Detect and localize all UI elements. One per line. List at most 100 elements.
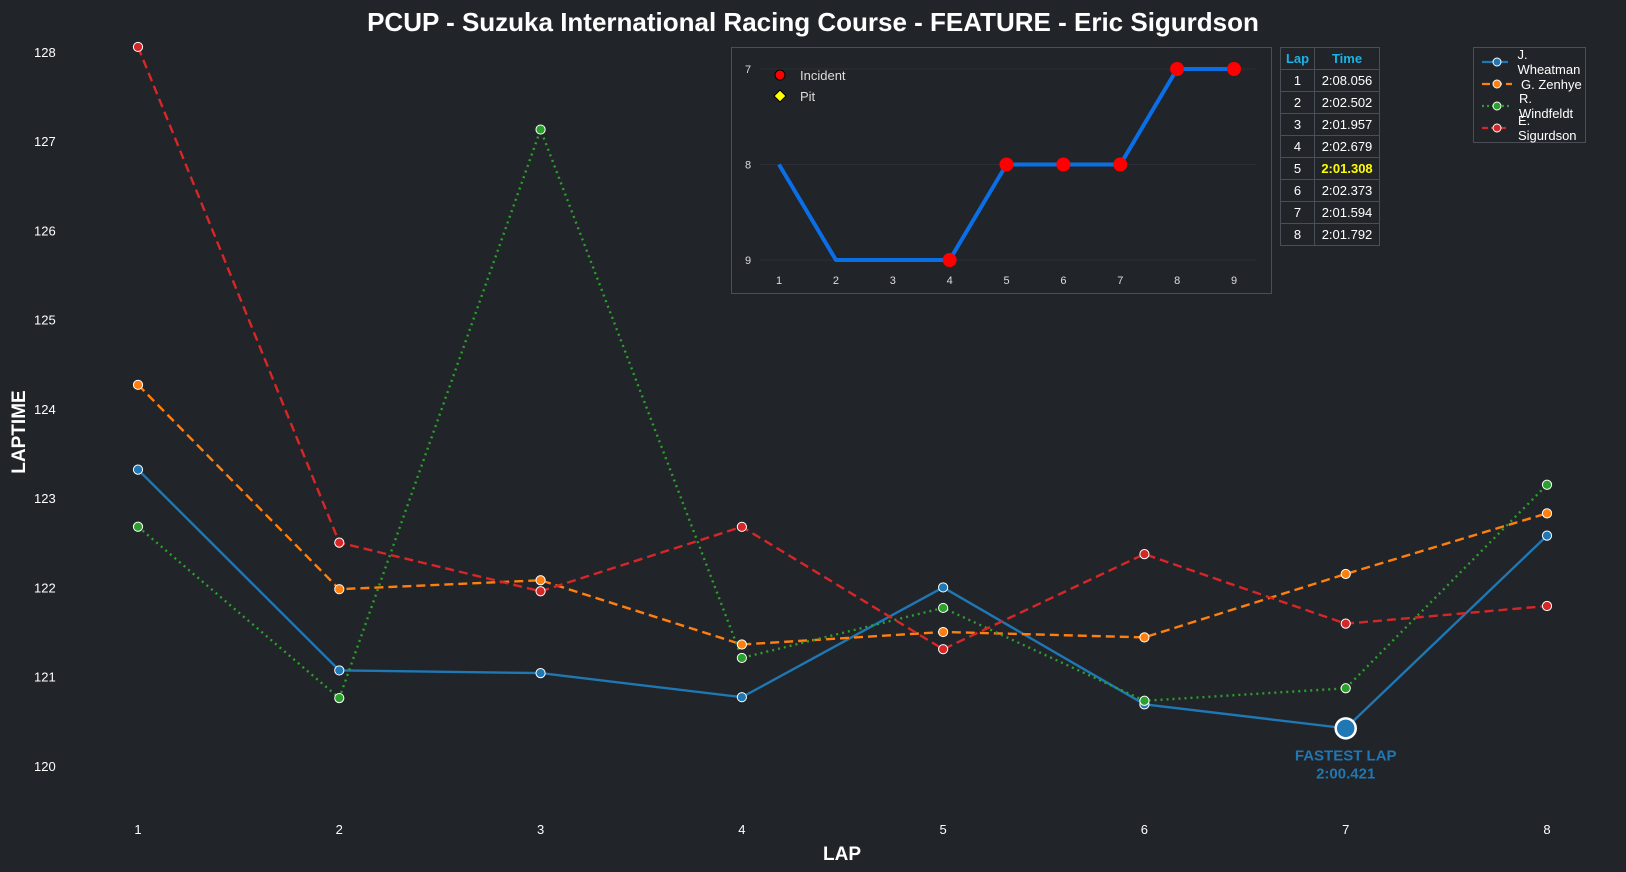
inset-x-tick-label: 2 bbox=[833, 275, 839, 287]
x-tick-label: 1 bbox=[134, 822, 141, 837]
data-point bbox=[132, 521, 144, 532]
lap-cell: 6 bbox=[1280, 179, 1315, 202]
series-line-3 bbox=[136, 46, 1548, 651]
time-cell: 2:01.957 bbox=[1314, 113, 1380, 136]
data-point bbox=[535, 124, 546, 135]
data-point bbox=[938, 582, 949, 593]
inset-x-tick-label: 1 bbox=[776, 275, 782, 287]
table-row: 1 2:08.056 bbox=[1280, 69, 1380, 92]
lap-cell: 2 bbox=[1280, 91, 1315, 114]
y-tick-label: 123 bbox=[34, 491, 56, 506]
y-tick-label: 120 bbox=[34, 759, 56, 774]
data-point bbox=[736, 521, 747, 532]
inset-x-tick-label: 9 bbox=[1231, 275, 1237, 287]
legend-item-zenhye: G. Zenhye bbox=[1482, 75, 1582, 93]
inset-y-tick-label: 7 bbox=[745, 64, 751, 76]
time-cell: 2:02.373 bbox=[1314, 179, 1380, 202]
x-tick-label: 5 bbox=[940, 822, 947, 837]
x-tick-label: 3 bbox=[537, 822, 544, 837]
legend-item-windfeldt: R. Windfeldt bbox=[1482, 91, 1585, 121]
legend-label: E. Sigurdson bbox=[1518, 113, 1577, 143]
series-line-2 bbox=[137, 126, 1548, 703]
pit-legend-label: Pit bbox=[800, 89, 816, 104]
main-legend: J. Wheatman G. Zenhye R. Windfeldt E. Si… bbox=[1473, 47, 1586, 143]
legend-line-icon bbox=[1482, 123, 1509, 133]
fastest-lap-label: FASTEST LAP bbox=[1295, 747, 1397, 764]
incident-marker bbox=[1113, 157, 1128, 172]
fastest-lap-time: 2:00.421 bbox=[1316, 765, 1375, 782]
data-point bbox=[535, 586, 546, 597]
series-line-1 bbox=[137, 383, 1548, 646]
incident-marker bbox=[999, 157, 1014, 172]
y-axis-label: LAPTIME bbox=[9, 390, 30, 473]
incident-marker bbox=[942, 253, 957, 267]
data-point bbox=[1139, 632, 1150, 643]
table-row: 4 2:02.679 bbox=[1280, 135, 1380, 158]
legend-label: R. Windfeldt bbox=[1518, 91, 1574, 121]
time-cell: 2:02.502 bbox=[1314, 91, 1380, 114]
data-point bbox=[1541, 508, 1553, 519]
table-row: 7 2:01.594 bbox=[1280, 201, 1380, 224]
data-point bbox=[1139, 549, 1150, 560]
data-point bbox=[1541, 479, 1553, 490]
data-point bbox=[938, 626, 949, 638]
legend-line-icon bbox=[1482, 101, 1510, 111]
data-point bbox=[334, 537, 345, 548]
inset-x-tick-label: 4 bbox=[947, 275, 953, 287]
data-point bbox=[132, 41, 144, 53]
legend-label: G. Zenhye bbox=[1521, 76, 1582, 92]
y-tick-label: 122 bbox=[34, 580, 56, 595]
data-point bbox=[334, 584, 345, 595]
x-tick-label: 2 bbox=[336, 822, 343, 837]
lap-cell: 7 bbox=[1280, 201, 1315, 224]
table-header-row: Lap Time bbox=[1280, 47, 1380, 70]
y-tick-label: 126 bbox=[34, 223, 56, 238]
table-row: 3 2:01.957 bbox=[1280, 113, 1380, 136]
inset-x-tick-label: 6 bbox=[1060, 275, 1066, 287]
data-point bbox=[938, 602, 949, 614]
x-tick-label: 7 bbox=[1342, 822, 1349, 837]
data-point bbox=[1340, 618, 1351, 629]
time-cell: 2:02.679 bbox=[1314, 135, 1380, 158]
data-point bbox=[1541, 530, 1553, 541]
inset-y-tick-label: 9 bbox=[745, 255, 751, 267]
inset-x-tick-label: 8 bbox=[1174, 275, 1180, 287]
data-point bbox=[132, 464, 144, 475]
inset-x-tick-label: 3 bbox=[890, 275, 896, 287]
table-row: 8 2:01.792 bbox=[1280, 223, 1380, 246]
time-cell: 2:01.792 bbox=[1314, 223, 1380, 246]
incident-legend-label: Incident bbox=[800, 68, 846, 83]
inset-y-tick-label: 8 bbox=[745, 160, 751, 172]
data-point bbox=[938, 644, 949, 655]
table-row: 6 2:02.373 bbox=[1280, 179, 1380, 202]
incident-marker bbox=[1227, 62, 1241, 76]
position-inset-chart: 7 8 9 1 2 3 4 5 6 7 8 9 Incident Pit bbox=[731, 47, 1272, 294]
x-tick-label: 4 bbox=[738, 822, 745, 837]
incident-marker bbox=[1170, 62, 1185, 76]
fastest-lap-marker bbox=[1334, 717, 1357, 740]
lap-cell: 5 bbox=[1280, 157, 1315, 180]
chart-title: PCUP - Suzuka International Racing Cours… bbox=[367, 7, 1259, 37]
data-point bbox=[1340, 683, 1351, 694]
y-tick-label: 128 bbox=[34, 45, 56, 60]
table-row: 5 2:01.308 bbox=[1280, 157, 1380, 180]
pit-legend-icon bbox=[773, 89, 787, 103]
data-point bbox=[334, 692, 345, 704]
incident-legend-icon bbox=[774, 69, 786, 81]
time-cell: 2:08.056 bbox=[1314, 69, 1380, 92]
lap-cell: 4 bbox=[1280, 135, 1315, 158]
legend-line-icon bbox=[1482, 79, 1512, 89]
lap-cell: 8 bbox=[1280, 223, 1315, 246]
legend-item-sigurdson: E. Sigurdson bbox=[1482, 113, 1585, 143]
inset-x-tick-label: 7 bbox=[1117, 275, 1123, 287]
series-line-0 bbox=[137, 468, 1548, 730]
inset-x-tick-label: 5 bbox=[1003, 275, 1009, 287]
y-tick-label: 125 bbox=[34, 313, 56, 328]
data-point bbox=[1139, 695, 1150, 706]
data-point bbox=[736, 692, 747, 703]
time-column-header: Time bbox=[1314, 47, 1380, 70]
lap-time-table: Lap Time 1 2:08.056 2 2:02.502 3 2:01.957 4… bbox=[1280, 47, 1380, 246]
y-tick-label: 127 bbox=[34, 134, 56, 149]
